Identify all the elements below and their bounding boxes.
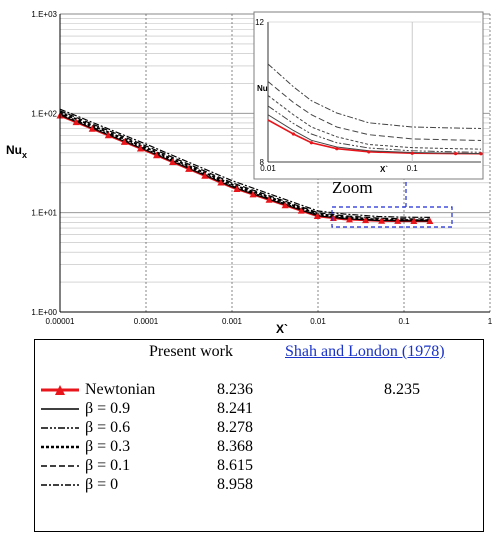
inset-curves [267,63,483,156]
x-axis-label: X` [276,322,288,336]
zoom-label: Zoom [332,178,373,197]
table-row: β = 0.9 8.241 [35,399,483,419]
y-axis-label-main: Nu [6,143,22,157]
inset-chart: 0.01 0.1 8 12 Nu X` [253,11,484,180]
newtonian-marker [72,118,80,126]
inset-ticks: 0.01 0.1 8 12 [255,18,418,173]
legend-sample-beta-0-9 [41,408,79,410]
legend-sample-beta-0-6 [41,427,79,429]
legend-sample-beta-0 [41,484,79,486]
main-axes [59,14,490,313]
inset-newtonian-marker [479,152,483,156]
inset-y-tick-label: 12 [255,18,264,27]
table-row: β = 0.6 8.278 [35,418,483,438]
inset-newtonian-marker [410,151,414,155]
newtonian-marker [217,179,225,186]
inset-newtonian-marker [367,150,371,154]
newtonian-marker [313,212,321,220]
y-axis-label: Nux [6,143,27,160]
y-tick-label: 1.E+03 [31,10,57,19]
series-label: β = 0.1 [85,457,131,474]
legend-sample-newtonian [41,385,79,395]
present-work-value: 8.241 [217,400,253,417]
present-work-value: 8.368 [217,438,253,455]
column-header-shah-london-link[interactable]: Shah and London (1978) [285,343,445,360]
newtonian-marker [410,217,418,224]
y-tick-label: 1.E+02 [31,109,57,118]
legend-triangle-marker [55,385,65,395]
inset-x-label: X` [380,165,388,174]
series-label: β = 0.9 [85,400,131,417]
legend-sample-beta-0-1 [41,465,79,467]
inset-grid [267,21,481,163]
inset-x-tick-label: 0.1 [407,164,419,173]
x-tick-label: 0.1 [398,317,410,326]
present-work-value: 8.958 [217,476,253,493]
newtonian-marker [120,138,128,145]
series-label: β = 0 [85,476,119,493]
series-line-beta-0-1 [59,110,430,220]
inset-series-line-beta-0-9 [267,114,482,155]
inset-newtonian-marker [291,132,295,136]
newtonian-marker [281,201,289,209]
inset-x-tick-label: 0.01 [260,164,276,173]
newtonian-marker [394,217,402,224]
x-tick-label: 0.0001 [134,317,159,326]
present-work-value: 8.278 [217,419,253,436]
present-work-value: 8.615 [217,457,253,474]
x-tick-label: 0.01 [310,317,326,326]
inset-newtonian-marker [309,141,314,145]
chart-svg: 0.00001 0.0001 0.001 0.01 0.1 1 1.E+00 1.E+01 1.… [6,10,493,336]
zoom-region-box [331,206,453,228]
shah-london-value: 8.235 [384,381,420,398]
inset-newtonian-marker [335,147,339,151]
x-tick-label: 0.00001 [46,317,75,326]
newtonian-marker [345,215,353,223]
newtonian-marker [152,151,160,159]
inset-series-line-beta-0-6 [267,105,482,153]
results-table: Present work Shah and London (1978) Newt… [34,339,484,532]
column-header-present-work: Present work [149,343,233,360]
newtonian-marker [233,185,241,192]
x-tick-label: 0.001 [222,317,243,326]
inset-newtonian-marker [454,152,458,156]
legend-sample-beta-0-3 [41,445,79,449]
newtonian-marker [362,216,370,224]
table-row: β = 0.3 8.368 [35,437,483,457]
present-work-value: 8.236 [217,381,253,398]
newtonian-marker [185,165,193,172]
inset-series-line-beta-0-3 [267,95,482,150]
main-ticks: 0.00001 0.0001 0.001 0.01 0.1 1 1.E+00 1.E+01 1.… [31,10,492,326]
x-tick-label: 1 [488,317,493,326]
y-tick-label: 1.E+01 [31,209,57,218]
series-label: β = 0.3 [85,438,131,455]
y-tick-label: 1.E+00 [31,308,57,317]
newtonian-marker [136,144,144,152]
newtonian-marker [104,131,112,139]
inset-y-tick-label: 8 [260,158,265,167]
newtonian-marker [88,125,96,132]
table-row: β = 0 8.958 [35,475,483,495]
series-label: Newtonian [85,381,156,398]
newtonian-marker [201,172,209,179]
newtonian-marker [378,217,386,224]
newtonian-marker [265,196,273,203]
inset-series-line-beta-0 [267,63,482,129]
y-axis-label-sub: x [22,150,27,160]
inset-series-line-beta-0-1 [267,81,482,141]
newtonian-marker [426,217,434,225]
table-row: Newtonian 8.236 8.235 [35,380,483,400]
series-line-beta-0-3 [59,111,430,222]
inset-y-label: Nu [257,84,268,93]
series-label: β = 0.6 [85,419,131,436]
table-row: β = 0.1 8.615 [35,456,483,476]
newtonian-marker [297,207,305,214]
newtonian-marker [249,190,257,198]
newtonian-marker [169,158,177,166]
series-line-beta-0 [59,108,430,218]
